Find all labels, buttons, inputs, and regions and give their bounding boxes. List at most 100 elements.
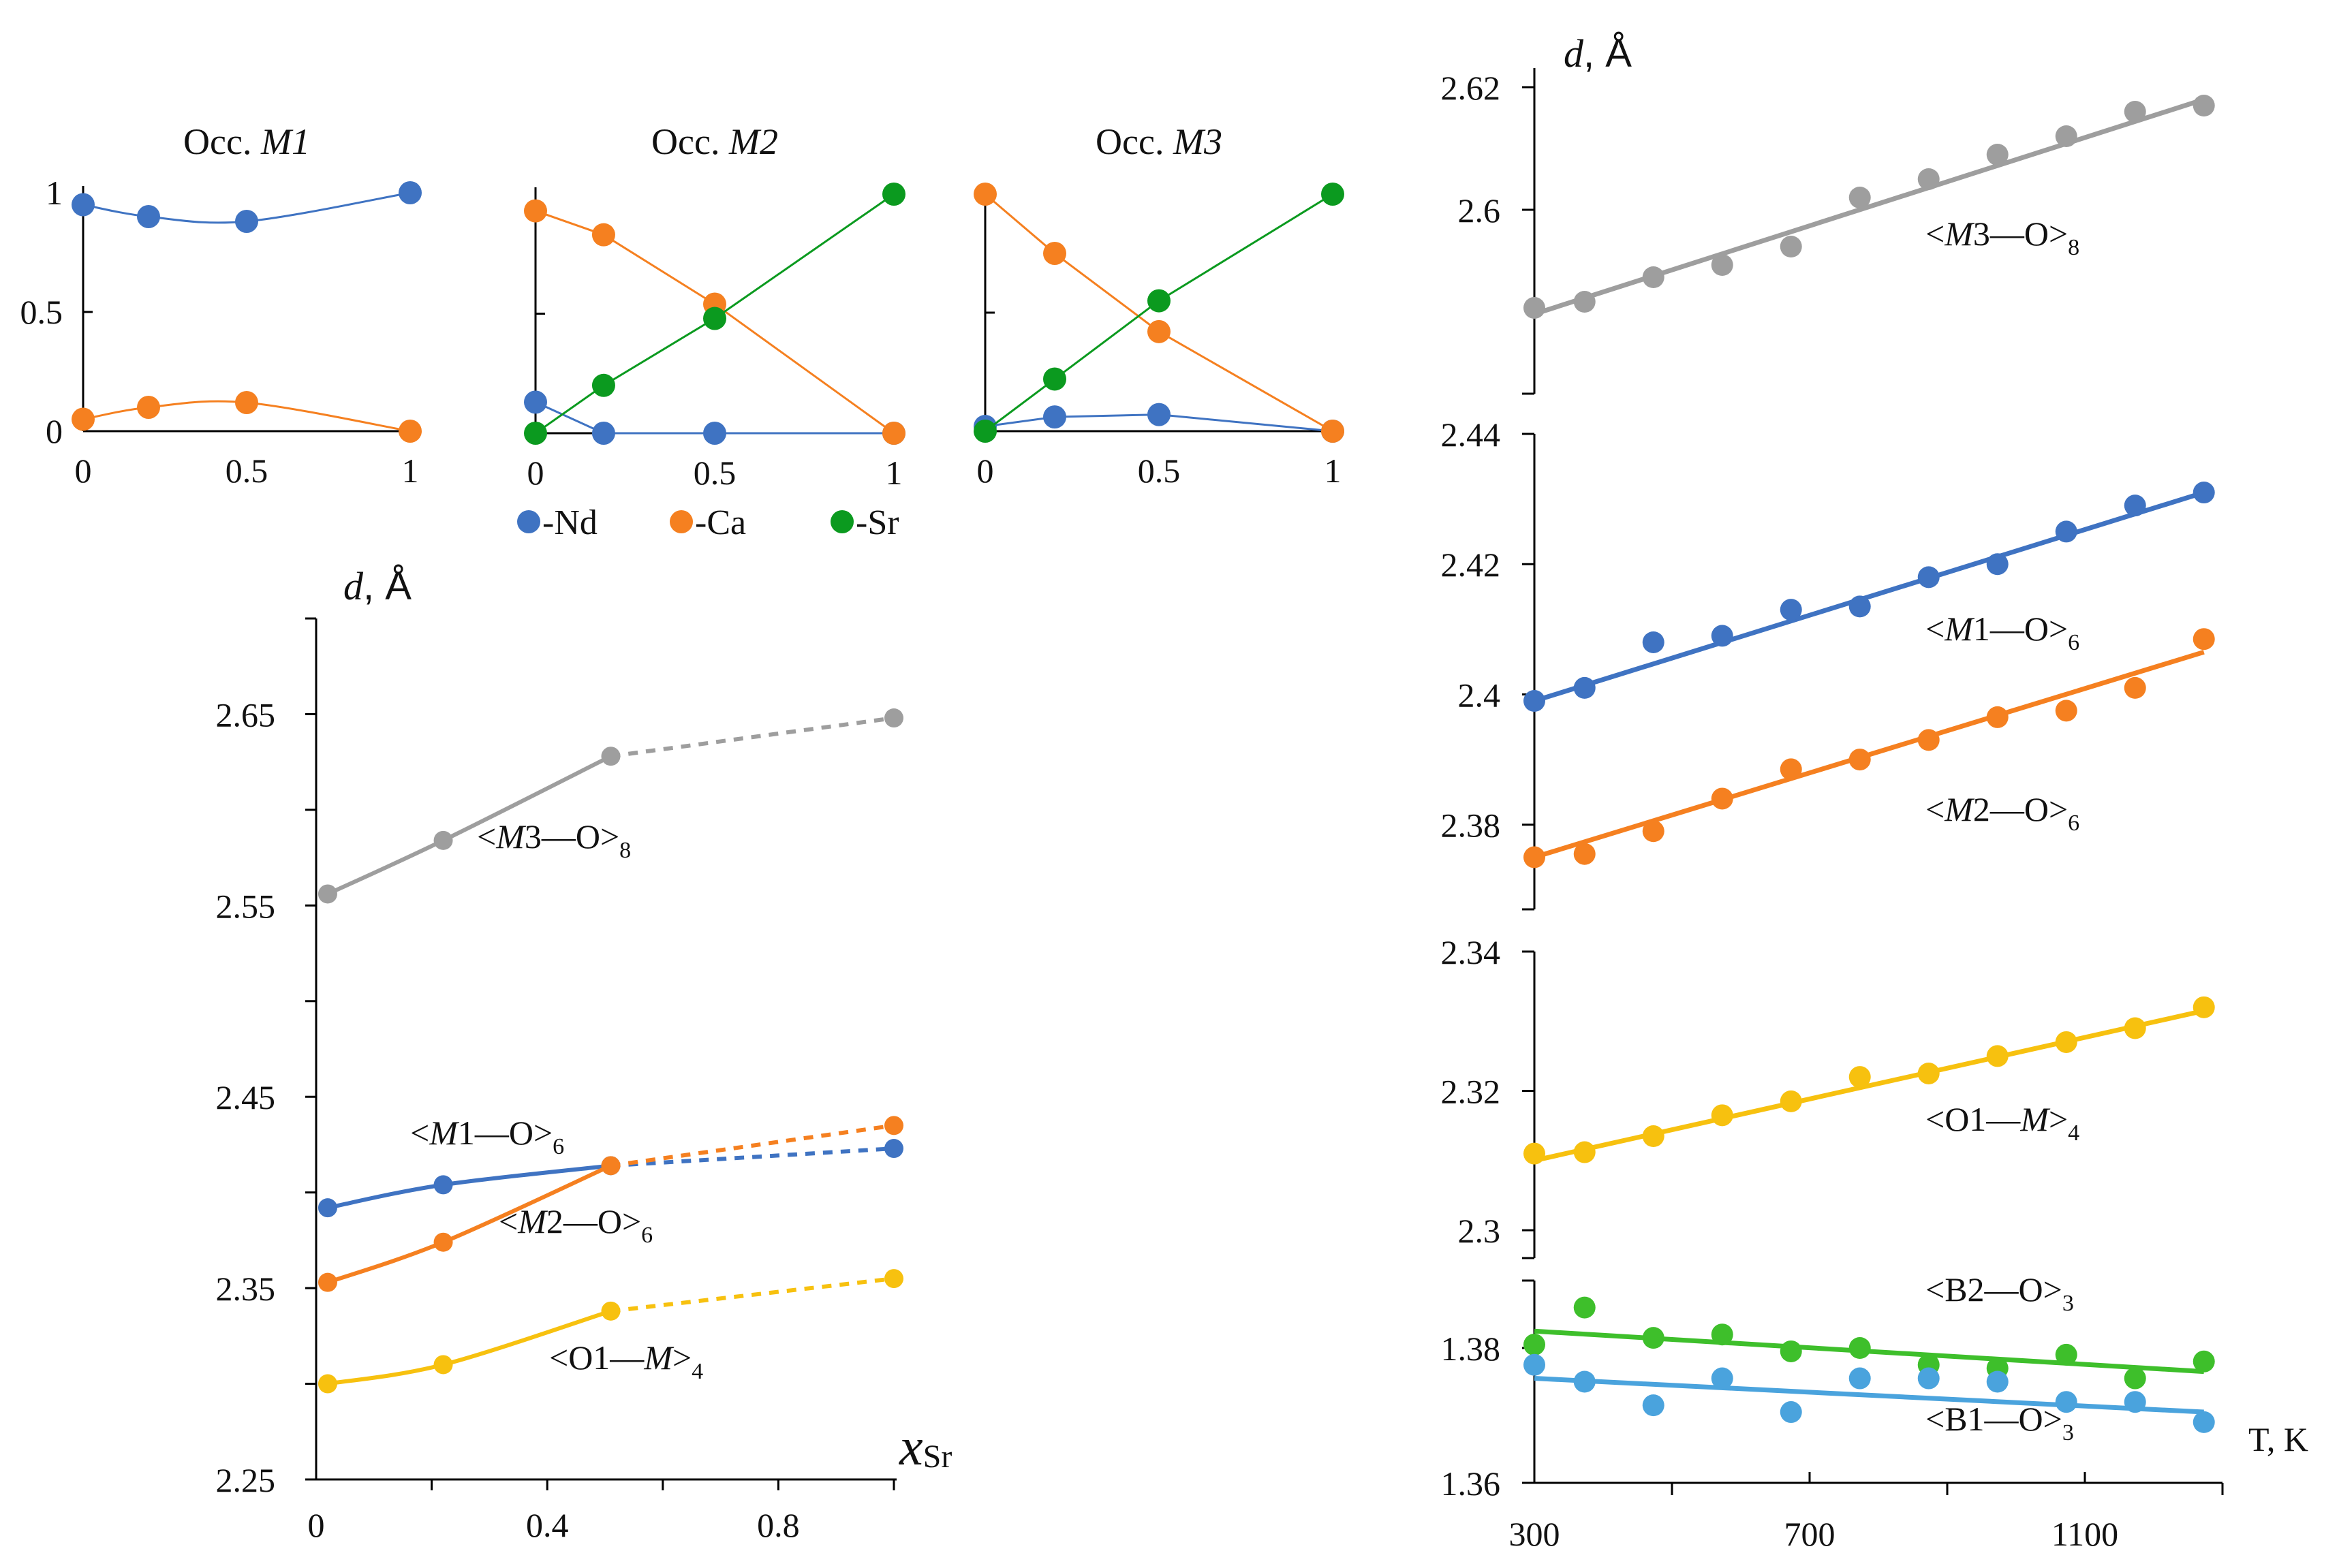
data-point-M1 (433, 1175, 453, 1195)
series-label-O1: <O1—M>4 (549, 1338, 703, 1384)
x-tick-label: 0 (527, 454, 544, 492)
x-tick-label: 0 (977, 452, 994, 490)
data-point-M3 (2124, 101, 2146, 123)
data-point-Sr (1043, 367, 1066, 391)
x-tick-label: 700 (1784, 1515, 1835, 1553)
data-point-B1 (1848, 1367, 1871, 1390)
series-extension-M2 (610, 1123, 895, 1168)
d-vs-temperature-chart: 2.6 2.62 2.38 2.4 2.42 2.44 2.3 2.32 2.34 1.36 1.3… (1441, 31, 2308, 1553)
y-tick-label: 2.45 (216, 1078, 276, 1116)
panel-title: Occ. M1 (183, 121, 310, 162)
x-tick-label: 1 (886, 454, 903, 492)
panel-title: Occ. M2 (651, 121, 778, 162)
data-point-M3 (2055, 125, 2077, 147)
data-point-M1 (1986, 553, 2009, 576)
data-point-M3 (1573, 291, 1596, 313)
fit-line-O1 (1534, 1008, 2205, 1163)
data-point-Sr (524, 422, 547, 445)
data-point-M3 (1642, 266, 1664, 288)
fit-line-M3 (1533, 97, 2205, 317)
data-point-B1 (1711, 1367, 1733, 1390)
series-label-O1: <O1—M>4 (1925, 1100, 2079, 1146)
x-axis-label: xSr (899, 1417, 952, 1476)
data-point-B2 (1780, 1340, 1802, 1362)
data-point-B1 (2055, 1391, 2077, 1413)
data-point-B1 (1780, 1401, 1802, 1424)
series-line-Ca (535, 210, 895, 435)
occ-m2-chart: Occ. M2 0 0.5 1 (524, 121, 905, 492)
y-tick-label: 2.6 (1458, 191, 1501, 230)
data-point-M2 (1986, 706, 2009, 728)
x-tick-label: 0.8 (757, 1506, 800, 1544)
data-point-M3 (2193, 95, 2215, 116)
series-extension-M3 (610, 716, 895, 759)
data-point-M1 (2193, 482, 2215, 504)
data-point-B2 (1848, 1337, 1871, 1359)
data-point-M3 (1917, 168, 1940, 190)
data-point-Nd (1147, 403, 1171, 426)
series-line-Ca (82, 400, 411, 433)
fit-line-B1 (1534, 1376, 2204, 1415)
legend-marker-Ca (670, 510, 693, 533)
data-point-M1 (1523, 690, 1545, 712)
data-point-M2 (2193, 628, 2215, 650)
data-point-B2 (1642, 1327, 1664, 1349)
x-tick-label: 0.5 (694, 454, 737, 492)
data-point-Nd (235, 210, 258, 233)
x-tick-label: 300 (1509, 1515, 1560, 1553)
panel-title: Occ. M3 (1096, 121, 1222, 162)
x-tick-label: 1 (402, 452, 419, 490)
data-point-Ca (72, 407, 95, 431)
legend: -Nd -Ca -Sr (517, 503, 899, 542)
data-point-Sr (882, 183, 905, 206)
data-point-B1 (2193, 1411, 2215, 1433)
data-point-Ca (591, 223, 615, 247)
data-point-M3 (1986, 144, 2009, 166)
data-point-O1 (1573, 1141, 1596, 1163)
occ-m1-chart: Occ. M1 0 0.5 1 0 0.5 1 (20, 121, 422, 490)
data-point-Nd (703, 422, 726, 445)
data-point-Nd (524, 390, 547, 414)
y-tick-label: 2.4 (1458, 676, 1501, 714)
data-point-Ca (399, 420, 422, 443)
y-tick-label: 2.62 (1441, 69, 1501, 107)
data-point-O1 (1711, 1104, 1733, 1127)
series-label-M2: <M2—O>6 (1925, 790, 2079, 836)
data-point-M2 (1642, 820, 1664, 843)
data-point-M1 (1711, 625, 1733, 647)
data-point-Ca (235, 391, 258, 414)
y-tick-label: 2.55 (216, 887, 276, 925)
data-point-Nd (1043, 405, 1066, 429)
data-point-M3 (601, 747, 621, 766)
series-extension-O1 (610, 1276, 895, 1313)
y-tick-label: 2.44 (1441, 415, 1501, 454)
data-point-M1 (884, 1139, 903, 1159)
data-point-B2 (2055, 1343, 2077, 1366)
data-point-M3 (317, 884, 337, 904)
y-tick-label: 2.3 (1458, 1212, 1501, 1250)
legend-label-Nd: -Nd (542, 503, 598, 542)
data-point-O1 (1642, 1125, 1664, 1148)
series-label-M3: <M3—O>8 (477, 817, 631, 863)
data-point-O1 (2124, 1017, 2146, 1039)
x-tick-label: 0.4 (526, 1506, 569, 1544)
data-point-M2 (2055, 700, 2077, 722)
x-tick-label: 0.5 (226, 452, 268, 490)
data-point-O1 (2193, 996, 2215, 1018)
data-point-M2 (884, 1116, 903, 1135)
data-point-M3 (884, 708, 903, 728)
data-point-Nd (137, 205, 160, 228)
series-line-Sr (985, 193, 1333, 433)
y-axis-label: d, Å (1564, 31, 1632, 76)
data-point-B1 (2124, 1391, 2146, 1413)
data-point-M3 (433, 830, 453, 850)
y-tick-label: 2.35 (216, 1270, 276, 1308)
y-tick-label: 0 (46, 412, 63, 450)
data-point-M2 (1917, 729, 1940, 751)
series-line-Nd (985, 413, 1333, 433)
data-point-Ca (1043, 242, 1066, 265)
y-tick-label: 2.32 (1441, 1073, 1501, 1111)
data-point-Ca (974, 183, 997, 206)
data-point-M2 (433, 1232, 453, 1252)
